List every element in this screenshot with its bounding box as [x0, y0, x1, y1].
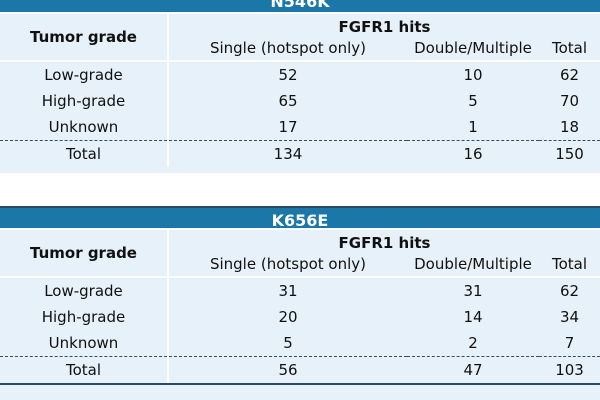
column-header-single: Single (hotspot only)	[168, 36, 407, 62]
table-row: Low-grade 31 31 62	[0, 277, 600, 304]
total-total: 150	[539, 140, 600, 167]
cell-total: 18	[559, 118, 580, 136]
cell-total: 7	[564, 334, 575, 352]
grade-hits-table: Tumor grade FGFR1 hits Single (hotspot o…	[0, 230, 600, 383]
mutation-banner: N546K	[0, 0, 600, 14]
table-n546k: N546K Tumor grade FGFR1 hits Single (hot…	[0, 0, 600, 173]
totals-row: Total 134 16 150	[0, 140, 600, 167]
cell-single: 20	[278, 308, 298, 326]
cell-double: 31	[463, 282, 483, 300]
cell-double: 1	[468, 118, 478, 136]
row-grade: Low-grade	[0, 277, 169, 304]
total-single: 134	[168, 140, 407, 167]
column-header-total: Total	[539, 252, 600, 278]
table-row: Low-grade 52 10 62	[0, 61, 600, 88]
fgfr1-hits-header: FGFR1 hits	[338, 18, 431, 36]
cell-double: 5	[468, 92, 478, 110]
cell-total: 70	[559, 92, 580, 110]
table-row: High-grade 65 5 70	[0, 88, 600, 114]
table-row: High-grade 20 14 34	[0, 304, 600, 330]
column-header-total: Total	[539, 36, 600, 62]
tumor-grade-header: Tumor grade	[0, 230, 169, 278]
totals-label: Total	[0, 140, 169, 167]
cell-double: 10	[463, 66, 483, 84]
cell-double: 2	[468, 334, 478, 352]
row-grade: Low-grade	[0, 61, 169, 88]
totals-label: Total	[0, 356, 169, 383]
table-row: Unknown 17 1 18	[0, 114, 600, 141]
column-header-single: Single (hotspot only)	[168, 252, 407, 278]
total-double: 16	[407, 140, 539, 167]
column-header-double: Double/Multiple	[407, 252, 539, 278]
cell-single: 17	[278, 118, 298, 136]
totals-row: Total 56 47 103	[0, 356, 600, 383]
total-single: 56	[168, 356, 407, 383]
mutation-banner: K656E	[0, 206, 600, 230]
fgfr1-hits-header: FGFR1 hits	[338, 234, 431, 252]
total-double: 47	[407, 356, 539, 383]
table-k656e: K656E Tumor grade FGFR1 hits Single (hot…	[0, 206, 600, 400]
table-row: Unknown 5 2 7	[0, 330, 600, 357]
cell-single: 5	[283, 334, 293, 352]
row-grade: Unknown	[0, 114, 169, 141]
bottom-rule	[0, 383, 600, 385]
row-grade: Unknown	[0, 330, 169, 357]
cell-single: 52	[278, 66, 298, 84]
cell-single: 31	[278, 282, 298, 300]
row-grade: High-grade	[0, 304, 169, 330]
tumor-grade-header: Tumor grade	[0, 14, 169, 62]
grade-hits-table: Tumor grade FGFR1 hits Single (hotspot o…	[0, 14, 600, 167]
cell-total: 62	[559, 282, 580, 300]
cell-total: 62	[559, 66, 580, 84]
total-total: 103	[539, 356, 600, 383]
cell-total: 34	[559, 308, 580, 326]
cell-single: 65	[278, 92, 298, 110]
column-header-double: Double/Multiple	[407, 36, 539, 62]
cell-double: 14	[463, 308, 483, 326]
row-grade: High-grade	[0, 88, 169, 114]
